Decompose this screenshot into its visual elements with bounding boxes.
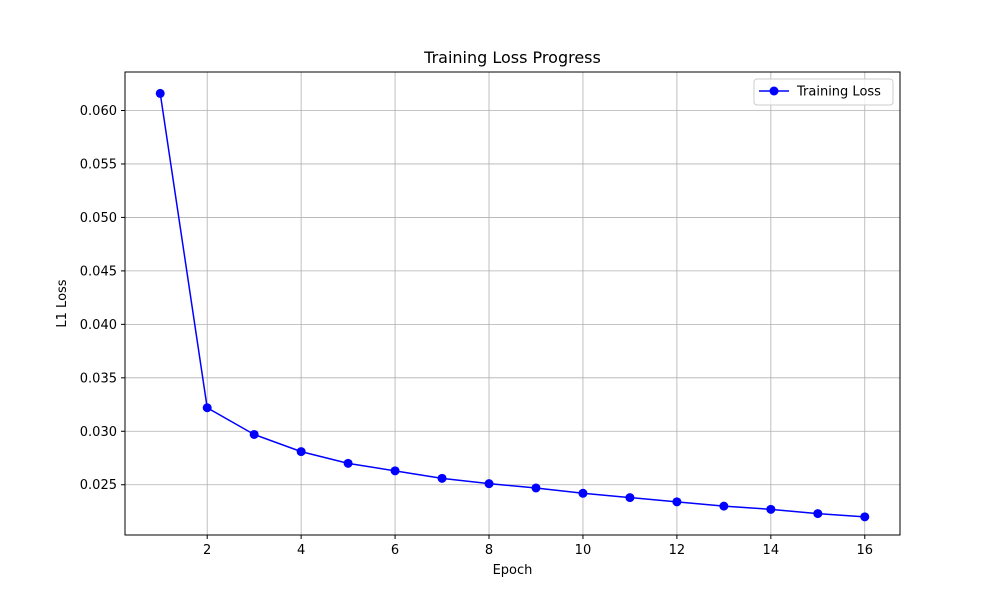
series-layer bbox=[155, 88, 870, 522]
data-point bbox=[390, 466, 400, 476]
x-tick-label: 14 bbox=[763, 543, 780, 558]
y-tick-label: 0.030 bbox=[80, 425, 117, 440]
data-point bbox=[249, 429, 259, 439]
data-point bbox=[625, 493, 635, 503]
data-point bbox=[202, 403, 212, 413]
data-point bbox=[719, 501, 729, 511]
legend-entry-training-loss: Training Loss bbox=[796, 85, 881, 100]
y-tick-label: 0.035 bbox=[80, 371, 117, 386]
x-tick-label: 4 bbox=[297, 543, 305, 558]
y-axis-ticks: 0.025 0.030 0.035 0.040 0.045 0.050 0.055 0.060 bbox=[80, 104, 125, 493]
data-point bbox=[437, 473, 447, 483]
data-point bbox=[766, 504, 776, 514]
data-point bbox=[343, 458, 353, 468]
y-axis-label: L1 Loss bbox=[55, 279, 70, 327]
data-point bbox=[813, 509, 823, 519]
series-line-training-loss bbox=[159, 93, 865, 518]
x-tick-label: 6 bbox=[391, 543, 399, 558]
legend-marker-sample bbox=[769, 86, 779, 96]
x-tick-label: 12 bbox=[669, 543, 686, 558]
y-tick-label: 0.050 bbox=[80, 211, 117, 226]
plot-frame bbox=[124, 71, 901, 536]
x-tick-label: 16 bbox=[856, 543, 873, 558]
grid bbox=[125, 72, 900, 535]
data-point bbox=[672, 497, 682, 507]
chart-title: Training Loss Progress bbox=[423, 48, 601, 67]
y-tick-label: 0.055 bbox=[80, 157, 117, 172]
x-tick-label: 8 bbox=[485, 543, 493, 558]
data-point bbox=[296, 447, 306, 457]
data-point bbox=[578, 488, 588, 498]
data-point bbox=[155, 88, 165, 98]
x-axis-label: Epoch bbox=[493, 563, 533, 578]
data-point bbox=[860, 512, 870, 522]
legend: Training Loss bbox=[753, 78, 894, 106]
x-tick-label: 10 bbox=[575, 543, 592, 558]
x-tick-label: 2 bbox=[203, 543, 211, 558]
y-tick-label: 0.025 bbox=[80, 478, 117, 493]
y-tick-label: 0.040 bbox=[80, 318, 117, 333]
y-tick-label: 0.060 bbox=[80, 104, 117, 119]
y-tick-label: 0.045 bbox=[80, 264, 117, 279]
data-point bbox=[531, 483, 541, 493]
legend-box bbox=[753, 78, 894, 106]
data-point bbox=[484, 479, 494, 489]
x-axis-ticks: 2 4 6 8 10 12 14 16 bbox=[203, 535, 873, 558]
